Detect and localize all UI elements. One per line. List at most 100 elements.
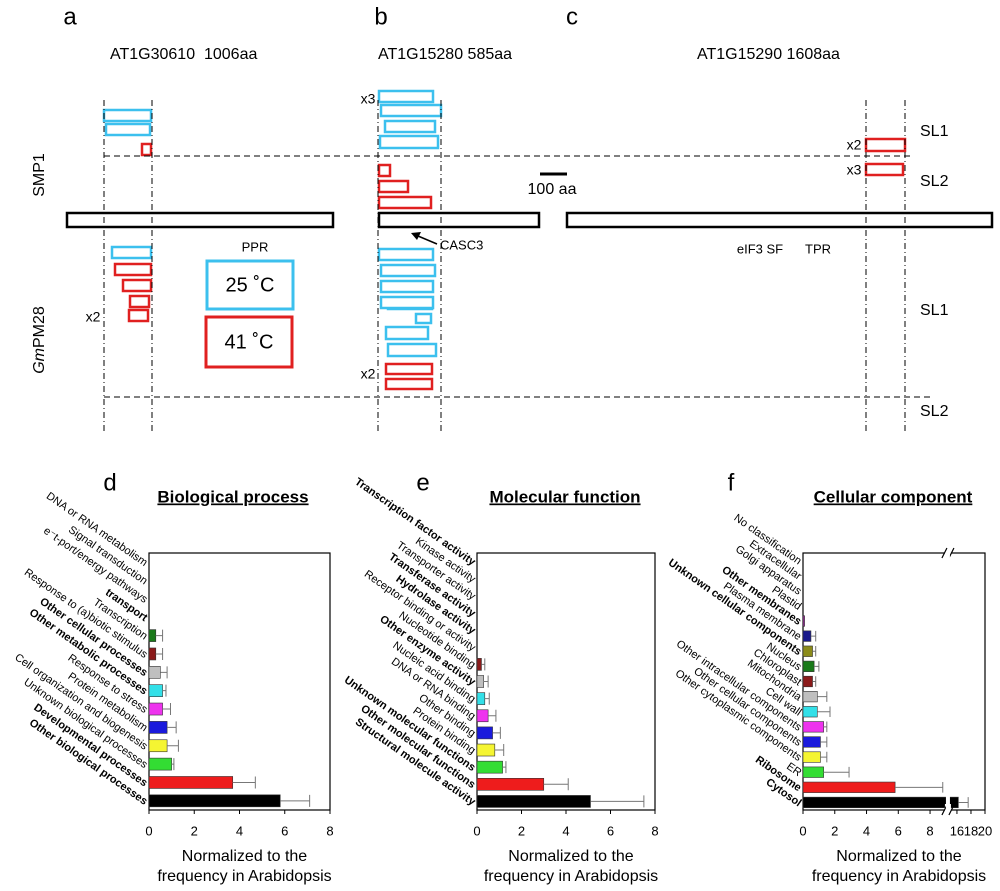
- error-bar: [162, 703, 171, 716]
- panel-letter: c: [566, 3, 578, 30]
- fragment: [864, 137, 907, 153]
- protein: [565, 211, 994, 229]
- protein: [377, 211, 541, 229]
- panel-letter: e: [416, 469, 429, 496]
- bar: [476, 795, 591, 808]
- legend-box: [205, 259, 295, 311]
- x-tick-label: 6: [281, 823, 288, 838]
- gene-title: AT1G30610 1006aa: [110, 46, 257, 63]
- bar: [802, 660, 815, 672]
- multiplier: x2: [86, 309, 101, 325]
- error-bar: [160, 666, 168, 679]
- fragment: [384, 325, 430, 341]
- bar: [148, 794, 281, 808]
- error-bar: [488, 709, 497, 722]
- panel-letter: a: [63, 3, 77, 30]
- bar: [802, 721, 824, 733]
- fragment: [414, 312, 433, 325]
- bar: [802, 796, 959, 809]
- bar: [476, 692, 486, 705]
- error-bar: [812, 645, 817, 657]
- multiplier: x2: [847, 137, 862, 153]
- bar: [148, 684, 163, 697]
- error-bar: [823, 721, 828, 733]
- fragment: [127, 308, 150, 323]
- x-axis-label: Normalized to the: [182, 848, 307, 865]
- fragment: [377, 163, 392, 178]
- bar: [148, 739, 168, 753]
- error-bar: [232, 776, 256, 789]
- multiplier: x3: [847, 162, 862, 178]
- domain-label: CASC3: [440, 237, 483, 252]
- fragment: [104, 122, 152, 137]
- x-tick-label: 18: [964, 823, 978, 838]
- bar: [802, 645, 813, 657]
- domain-label: eIF3 SF: [737, 241, 783, 256]
- error-bar: [481, 658, 486, 671]
- x-tick-label: 16: [950, 823, 964, 838]
- panel-letter: b: [374, 3, 387, 30]
- error-bar: [814, 661, 820, 672]
- bar: [802, 615, 805, 627]
- row-label-part: Gm: [31, 348, 48, 374]
- plot-frame: [802, 552, 986, 811]
- error-bar: [812, 676, 817, 687]
- bar: [802, 781, 896, 793]
- plot-frame: [476, 552, 656, 811]
- error-bar: [820, 751, 828, 763]
- level-label: SL1: [920, 123, 949, 140]
- bar: [802, 766, 824, 778]
- x-tick-label: 0: [473, 823, 480, 838]
- fragment: [386, 342, 438, 358]
- axis-break: [944, 547, 951, 559]
- bar: [802, 736, 821, 748]
- x-tick-label: 6: [607, 823, 614, 838]
- chart-title: Biological process: [157, 487, 308, 506]
- x-tick-label: 4: [562, 823, 569, 838]
- error-bar: [823, 766, 850, 778]
- axis-break: [945, 554, 950, 809]
- error-bar: [958, 797, 969, 808]
- legend-label: 41 ˚C: [225, 331, 274, 353]
- legend-label: 25 ˚C: [226, 274, 275, 296]
- error-bar: [280, 794, 311, 807]
- bar: [148, 647, 157, 661]
- x-axis-label: Normalized to the: [508, 848, 633, 865]
- x-tick-label: 8: [926, 823, 933, 838]
- bar: [148, 776, 234, 789]
- chart-title: Cellular component: [814, 487, 973, 506]
- bar: [148, 629, 157, 642]
- error-bar: [167, 721, 177, 734]
- x-tick-label: 8: [651, 823, 658, 838]
- x-tick-label: 2: [831, 823, 838, 838]
- bar: [802, 751, 821, 763]
- fragment: [379, 295, 435, 310]
- bar: [476, 743, 496, 757]
- error-bar: [171, 758, 175, 771]
- x-axis-label: Normalized to the: [836, 848, 961, 865]
- chart-title: Molecular function: [489, 487, 640, 506]
- bar: [476, 760, 503, 774]
- x-tick-label: 4: [236, 823, 243, 838]
- fragment: [113, 262, 153, 277]
- bar: [476, 778, 545, 791]
- error-bar: [820, 736, 828, 748]
- arrow-head: [411, 232, 421, 240]
- plot-frame: [148, 552, 331, 811]
- fragment: [377, 247, 435, 262]
- fragment: [384, 362, 434, 376]
- x-tick-label: 4: [863, 823, 870, 838]
- domain-label: PPR: [242, 239, 269, 254]
- fragment: [377, 179, 410, 194]
- fragment: [110, 245, 153, 260]
- fragment: [864, 162, 905, 177]
- error-bar: [543, 778, 569, 791]
- domain-label: TPR: [805, 241, 831, 256]
- bar: [476, 658, 482, 671]
- legend-box: [204, 315, 294, 369]
- fragment: [128, 294, 151, 309]
- fragment: [379, 103, 443, 118]
- x-tick-label: 0: [799, 823, 806, 838]
- bar: [802, 691, 818, 703]
- multiplier: x2: [361, 366, 376, 382]
